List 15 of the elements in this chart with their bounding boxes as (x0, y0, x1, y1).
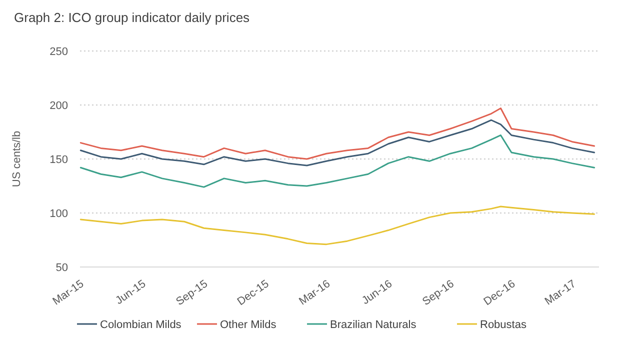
y-axis-title: US cents/lb (11, 130, 23, 188)
legend-label: Robustas (480, 318, 527, 331)
legend-label: Other Milds (220, 318, 277, 331)
line-series (80, 134, 596, 188)
line-series (80, 107, 596, 160)
y-tick-label: 150 (50, 154, 68, 166)
legend-label: Colombian Milds (100, 318, 182, 331)
chart-title: Graph 2: ICO group indicator daily prices (14, 10, 250, 25)
y-tick-label: 50 (56, 262, 68, 274)
line-series (80, 206, 596, 246)
legend-label: Brazilian Naturals (330, 318, 417, 331)
y-tick-label: 250 (50, 46, 68, 58)
y-tick-label: 100 (50, 208, 68, 220)
y-tick-label: 200 (50, 100, 68, 112)
line-series (80, 119, 596, 166)
